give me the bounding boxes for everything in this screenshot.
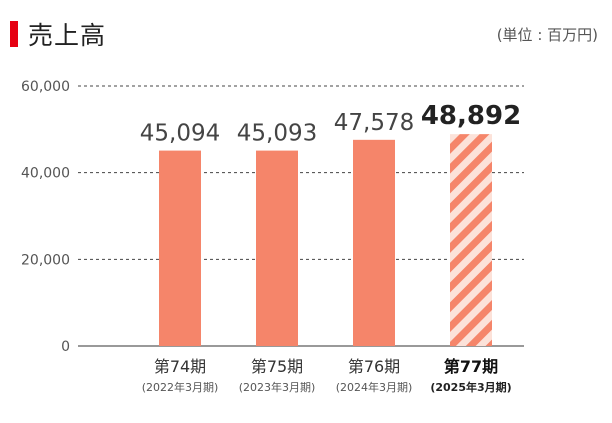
- unit-label: (単位 : 百万円): [496, 26, 598, 44]
- y-tick-label: 60,000: [21, 79, 70, 95]
- x-period-label: (2025年3月期): [430, 380, 511, 394]
- x-category-label: 第76期: [348, 357, 400, 376]
- y-tick-label: 20,000: [21, 252, 70, 268]
- bar: [353, 139, 395, 346]
- bar-value-label: 47,578: [334, 110, 414, 136]
- x-period-label: (2023年3月期): [239, 380, 316, 394]
- bar-value-label: 45,093: [237, 121, 317, 147]
- y-tick-label: 40,000: [21, 166, 70, 182]
- bar: [256, 150, 298, 346]
- x-category-label: 第77期: [444, 357, 498, 376]
- y-tick-label: 0: [61, 339, 70, 355]
- title-text: 売上高: [28, 21, 107, 50]
- bar-value-label: 45,094: [140, 121, 220, 147]
- title-accent-bar: [10, 21, 18, 47]
- bar-value-label: 48,892: [421, 101, 521, 131]
- bar: [450, 134, 492, 346]
- x-category-label: 第75期: [251, 357, 303, 376]
- bar: [159, 150, 201, 346]
- x-period-label: (2022年3月期): [142, 380, 219, 394]
- x-category-label: 第74期: [154, 357, 206, 376]
- chart-title: 売上高: [10, 18, 106, 50]
- x-period-label: (2024年3月期): [336, 380, 413, 394]
